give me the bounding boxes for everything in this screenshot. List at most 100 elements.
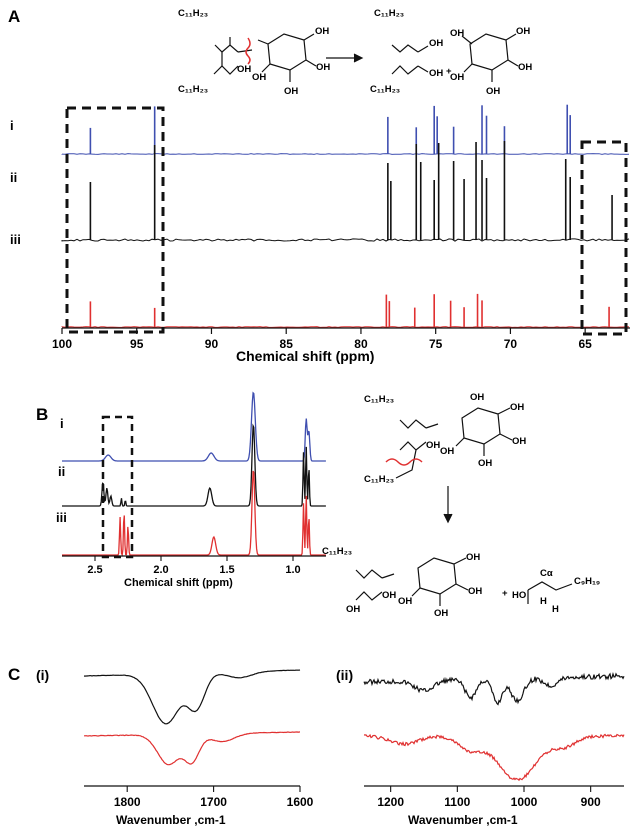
tick-label-a-4: 80 xyxy=(354,337,368,351)
panel-letter-a: A xyxy=(8,7,20,26)
scheme-b-plus: + xyxy=(502,588,508,599)
nmr-1h-spectra xyxy=(62,391,326,557)
ir-ii-black xyxy=(363,672,625,706)
svg-text:OH: OH xyxy=(468,586,482,597)
ir-i-red xyxy=(84,731,300,766)
baseline-iii xyxy=(61,326,630,328)
scheme-b-acyl-top: C₁₁H₂₃ xyxy=(364,394,394,405)
spectrum-b-ii xyxy=(62,423,326,507)
svg-text:OH: OH xyxy=(512,436,526,447)
scheme-a-product-acyl-bottom: C₁₁H₂₃ xyxy=(370,84,400,95)
scheme-a-acyl-bottom: C₁₁H₂₃ xyxy=(178,84,208,95)
ir-spectra-ii xyxy=(363,672,625,782)
tick-label-c-ii-3: 900 xyxy=(581,795,601,809)
tick-label-a-7: 65 xyxy=(578,337,592,351)
ir-spectra-i xyxy=(83,669,301,766)
ir-ii-red xyxy=(363,733,625,782)
baseline-i xyxy=(61,153,630,155)
tick-label-a-5: 75 xyxy=(429,337,443,351)
scheme-b-h2: H xyxy=(552,604,559,615)
tick-label-b-3: 1.0 xyxy=(285,564,300,576)
panel-c-sub-i-label: (i) xyxy=(36,667,49,683)
svg-text:OH: OH xyxy=(252,72,266,83)
cleavage-mark-b xyxy=(385,458,423,466)
panel-letter-c: C xyxy=(8,665,20,684)
svg-text:OH: OH xyxy=(516,26,530,37)
spectrum-b-i xyxy=(62,391,326,462)
svg-text:OH: OH xyxy=(346,604,360,615)
svg-text:OH: OH xyxy=(434,608,448,619)
svg-text:OH: OH xyxy=(429,38,443,49)
svg-text:OH: OH xyxy=(316,62,330,73)
tick-label-b-2: 1.5 xyxy=(219,564,234,576)
x-ticks-c-i: 1800 1700 1600 xyxy=(114,786,314,809)
tick-label-c-i-0: 1800 xyxy=(114,795,141,809)
x-axis-title-c-ii: Wavenumber ,cm-1 xyxy=(408,813,518,826)
tick-label-c-ii-2: 1000 xyxy=(511,795,538,809)
x-ticks-c-ii: 1200 1100 1000 900 xyxy=(377,786,601,809)
svg-text:OH: OH xyxy=(478,458,492,469)
svg-text:OH: OH xyxy=(284,86,298,97)
x-axis-title-b: Chemical shift (ppm) xyxy=(124,577,233,589)
svg-text:OH: OH xyxy=(470,392,484,403)
trace-label-a-i: i xyxy=(10,118,14,133)
highlight-box-calpha xyxy=(101,415,134,559)
panel-letter-b: B xyxy=(36,405,48,424)
tick-label-b-1: 2.0 xyxy=(153,564,168,576)
x-ticks-b: 2.5 2.0 1.5 1.0 xyxy=(87,556,301,576)
highlight-box-anomeric xyxy=(65,106,165,334)
scheme-a xyxy=(213,33,519,82)
svg-text:OH: OH xyxy=(518,62,532,73)
tick-label-c-ii-0: 1200 xyxy=(377,795,404,809)
svg-text:OH: OH xyxy=(510,402,524,413)
trace-label-a-ii: ii xyxy=(10,170,17,185)
scheme-b xyxy=(355,407,573,606)
tick-label-a-6: 70 xyxy=(504,337,518,351)
svg-text:OH: OH xyxy=(382,590,396,601)
cleavage-mark-a xyxy=(245,37,251,65)
scheme-a-acyl-top: C₁₁H₂₃ xyxy=(178,8,208,19)
svg-text:OH: OH xyxy=(450,72,464,83)
svg-text:OH: OH xyxy=(429,68,443,79)
x-ticks-a: 100 95 90 85 80 75 70 65 xyxy=(52,328,592,351)
tick-label-a-0: 100 xyxy=(52,337,72,351)
tick-label-a-3: 85 xyxy=(280,337,294,351)
svg-text:OH: OH xyxy=(426,440,440,451)
svg-text:OH: OH xyxy=(466,552,480,563)
scheme-b-acyl-product: C₁₁H₂₃ xyxy=(322,546,352,557)
svg-text:OH: OH xyxy=(237,64,251,75)
svg-text:OH: OH xyxy=(486,86,500,97)
trace-label-a-iii: iii xyxy=(10,232,21,247)
scheme-b-acyl-cleaved: C₁₁H₂₃ xyxy=(364,474,394,485)
tick-label-a-1: 95 xyxy=(130,337,144,351)
svg-text:OH: OH xyxy=(450,28,464,39)
tick-label-a-2: 90 xyxy=(205,337,219,351)
trace-label-b-ii: ii xyxy=(58,464,65,479)
highlight-box-c6 xyxy=(580,140,628,336)
trace-label-b-i: i xyxy=(60,416,64,431)
panel-c-sub-ii-label: (ii) xyxy=(336,667,353,683)
tick-label-c-ii-1: 1100 xyxy=(444,795,470,809)
svg-text:HO: HO xyxy=(512,590,526,601)
spectrum-b-iii xyxy=(62,470,326,557)
tick-label-c-i-1: 1700 xyxy=(200,795,227,809)
scheme-a-oh-groups: OH OH OH OH OH OH OH OH OH OH OH OH xyxy=(237,26,532,97)
x-axis-title-c-i: Wavenumber ,cm-1 xyxy=(116,813,226,826)
tick-label-b-0: 2.5 xyxy=(87,564,102,576)
svg-text:OH: OH xyxy=(315,26,329,37)
x-axis-title-a: Chemical shift (ppm) xyxy=(236,348,374,364)
scheme-b-chain: C₉H₁₉ xyxy=(574,576,600,587)
svg-text:OH: OH xyxy=(398,596,412,607)
scheme-a-plus: + xyxy=(446,66,452,77)
svg-text:OH: OH xyxy=(440,446,454,457)
scheme-b-h1: H xyxy=(540,596,547,607)
scheme-a-product-acyl-top: C₁₁H₂₃ xyxy=(374,8,404,19)
trace-label-b-iii: iii xyxy=(56,510,67,525)
tick-label-c-i-2: 1600 xyxy=(287,795,314,809)
ir-i-black xyxy=(83,669,301,725)
scheme-b-calpha: Cα xyxy=(540,568,553,579)
nmr-13c-spectra xyxy=(61,104,630,328)
baseline-ii xyxy=(61,238,630,242)
scheme-b-oh-groups: OH OH OH OH OH OH OH OH OH OH OH OH HO xyxy=(346,392,526,619)
